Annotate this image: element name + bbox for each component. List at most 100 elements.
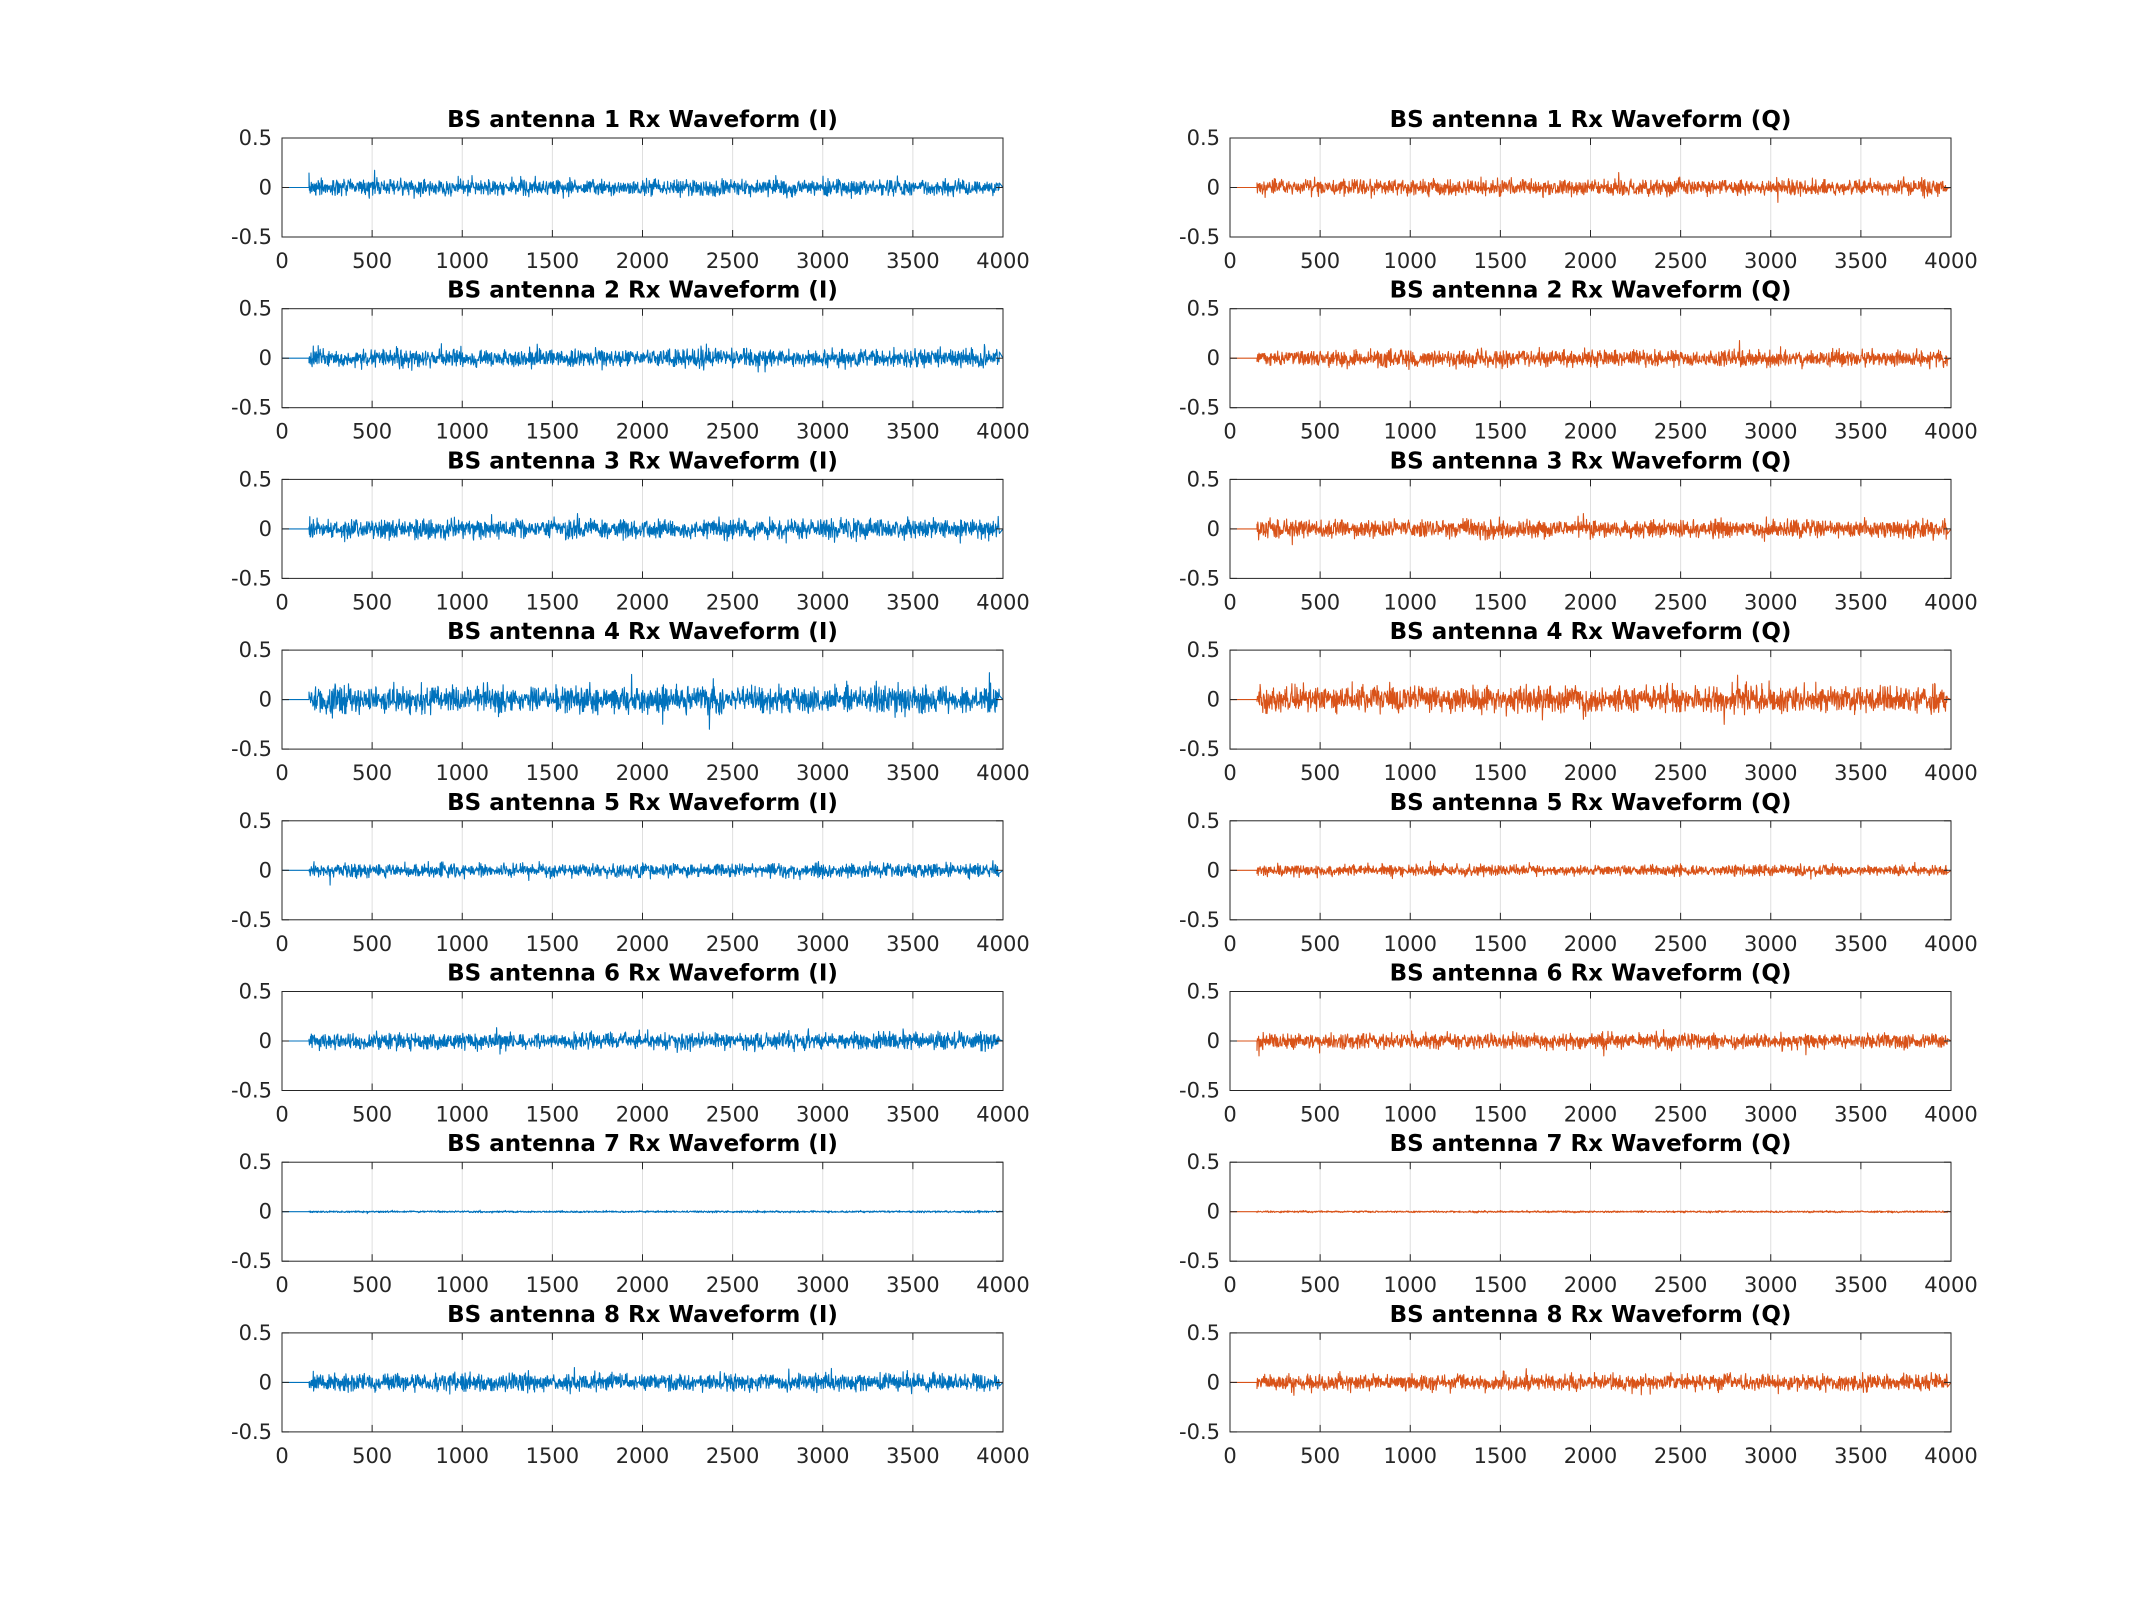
y-tick-label: 0.5	[239, 467, 272, 491]
y-tick-label: 0.5	[239, 126, 272, 150]
y-tick-label: -0.5	[1179, 908, 1220, 932]
plot-title: BS antenna 8 Rx Waveform (Q)	[1390, 1302, 1792, 1328]
x-tick-label: 1000	[1384, 1273, 1437, 1297]
x-tick-label: 1500	[1474, 761, 1527, 785]
x-tick-label: 0	[275, 932, 288, 956]
y-tick-label: 0	[259, 346, 272, 370]
x-tick-label: 2000	[616, 1103, 669, 1127]
x-tick-label: 0	[1223, 1273, 1236, 1297]
plot-title: BS antenna 1 Rx Waveform (Q)	[1390, 107, 1792, 133]
subplot-antenna-1-q: 0 500 1000 1500 2000 2500 3000 3500 40000.50-0.5…	[1179, 107, 1978, 273]
x-tick-label: 500	[352, 1444, 392, 1468]
x-tick-label: 3500	[1834, 1273, 1887, 1297]
x-tick-label: 0	[1223, 420, 1236, 444]
x-tick-label: 2000	[1564, 1273, 1617, 1297]
y-tick-label: -0.5	[1179, 1079, 1220, 1103]
x-tick-label: 4000	[1924, 1273, 1977, 1297]
x-tick-label: 3000	[1744, 1273, 1797, 1297]
x-tick-label: 0	[1223, 249, 1236, 273]
y-tick-label: 0	[259, 1200, 272, 1224]
plot-title: BS antenna 6 Rx Waveform (Q)	[1390, 961, 1792, 987]
x-tick-label: 1000	[436, 420, 489, 444]
x-tick-label: 3500	[1834, 590, 1887, 614]
x-tick-label: 3000	[796, 420, 849, 444]
plot-title: BS antenna 2 Rx Waveform (I)	[447, 278, 838, 304]
x-tick-label: 2500	[1654, 932, 1707, 956]
y-tick-label: 0.5	[1187, 809, 1220, 833]
x-tick-label: 3500	[886, 249, 939, 273]
x-tick-label: 1000	[1384, 249, 1437, 273]
x-tick-label: 500	[1300, 1444, 1340, 1468]
y-tick-label: 0.5	[1187, 980, 1220, 1004]
plot-title: BS antenna 6 Rx Waveform (I)	[447, 961, 838, 987]
x-tick-label: 3500	[1834, 249, 1887, 273]
x-tick-label: 0	[275, 590, 288, 614]
y-tick-label: -0.5	[231, 396, 272, 420]
x-tick-label: 1500	[526, 590, 579, 614]
x-tick-label: 3000	[1744, 420, 1797, 444]
waveform-line	[1230, 171, 1952, 203]
y-tick-label: 0	[259, 517, 272, 541]
x-tick-label: 2000	[616, 932, 669, 956]
x-tick-label: 0	[275, 249, 288, 273]
x-tick-label: 1000	[1384, 932, 1437, 956]
y-tick-label: 0.5	[1187, 1321, 1220, 1345]
x-tick-label: 4000	[976, 590, 1029, 614]
y-tick-label: 0.5	[239, 809, 272, 833]
y-tick-label: 0.5	[239, 638, 272, 662]
y-tick-label: 0.5	[239, 1150, 272, 1174]
x-tick-label: 1500	[1474, 1103, 1527, 1127]
y-tick-label: 0.5	[1187, 467, 1220, 491]
x-tick-label: 2500	[1654, 249, 1707, 273]
x-tick-label: 4000	[976, 1273, 1029, 1297]
x-tick-label: 1500	[526, 1103, 579, 1127]
subplot-antenna-2-i: 0 500 1000 1500 2000 2500 3000 3500 40000.50-0.5…	[231, 278, 1030, 444]
y-tick-label: -0.5	[1179, 737, 1220, 761]
x-tick-label: 3500	[1834, 1103, 1887, 1127]
x-tick-label: 2500	[1654, 590, 1707, 614]
subplot-antenna-5-i: 0 500 1000 1500 2000 2500 3000 3500 40000.50-0.5…	[231, 790, 1030, 956]
x-tick-label: 1000	[1384, 420, 1437, 444]
x-tick-label: 4000	[976, 1444, 1029, 1468]
waveform-line	[1230, 339, 1952, 371]
x-tick-label: 0	[275, 1444, 288, 1468]
x-tick-label: 3000	[796, 1273, 849, 1297]
subplot-antenna-8-i: 0 500 1000 1500 2000 2500 3000 3500 40000.50-0.5…	[231, 1302, 1030, 1468]
waveform-line	[1230, 674, 1952, 725]
x-tick-label: 3000	[1744, 932, 1797, 956]
x-tick-label: 1000	[436, 1273, 489, 1297]
plot-title: BS antenna 3 Rx Waveform (I)	[447, 448, 838, 474]
x-tick-label: 2000	[1564, 1103, 1617, 1127]
x-tick-label: 3500	[886, 932, 939, 956]
x-tick-label: 1500	[1474, 1273, 1527, 1297]
x-tick-label: 2000	[616, 420, 669, 444]
x-tick-label: 3500	[886, 1103, 939, 1127]
x-tick-label: 2500	[1654, 761, 1707, 785]
y-tick-label: 0.5	[1187, 297, 1220, 321]
x-tick-label: 2000	[616, 590, 669, 614]
x-tick-label: 2500	[706, 590, 759, 614]
x-tick-label: 500	[1300, 420, 1340, 444]
y-tick-label: -0.5	[231, 1420, 272, 1444]
x-tick-label: 1500	[526, 1273, 579, 1297]
x-tick-label: 500	[352, 1103, 392, 1127]
x-tick-label: 500	[1300, 249, 1340, 273]
x-tick-label: 3500	[1834, 420, 1887, 444]
x-tick-label: 1000	[1384, 1444, 1437, 1468]
y-tick-label: 0	[259, 176, 272, 200]
x-tick-label: 2500	[1654, 1273, 1707, 1297]
plot-title: BS antenna 7 Rx Waveform (Q)	[1390, 1131, 1792, 1157]
x-tick-label: 2500	[706, 932, 759, 956]
x-tick-label: 500	[1300, 1103, 1340, 1127]
x-tick-label: 3000	[796, 1444, 849, 1468]
x-tick-label: 4000	[976, 249, 1029, 273]
x-tick-label: 500	[352, 590, 392, 614]
y-tick-label: -0.5	[231, 566, 272, 590]
x-tick-label: 500	[352, 761, 392, 785]
x-tick-label: 0	[1223, 932, 1236, 956]
x-tick-label: 2500	[706, 249, 759, 273]
x-tick-label: 3500	[886, 761, 939, 785]
x-tick-label: 1000	[436, 590, 489, 614]
y-tick-label: -0.5	[231, 1079, 272, 1103]
